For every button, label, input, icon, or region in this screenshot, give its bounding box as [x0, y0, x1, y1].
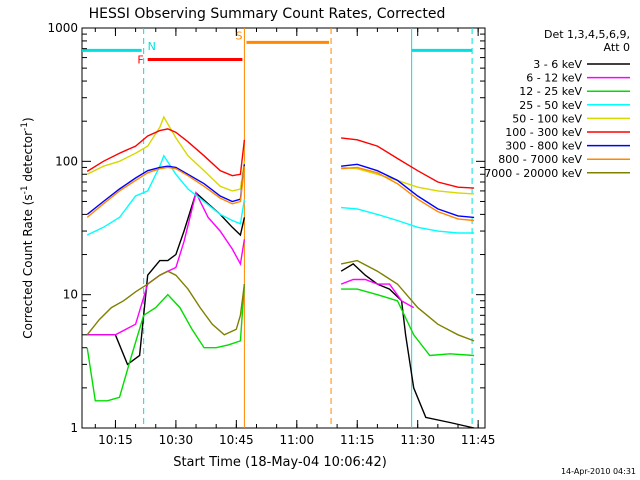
series-line: [86, 270, 246, 336]
y-axis-label-end: ): [21, 117, 35, 122]
x-tick-label: 10:15: [98, 433, 133, 447]
x-tick-label: 11:45: [461, 433, 496, 447]
legend-label: 800 - 7000 keV: [498, 153, 582, 166]
y-axis: 1 10 100 1000: [47, 21, 485, 435]
x-tick-label: 11:15: [340, 433, 375, 447]
series-line: [87, 190, 246, 336]
x-tick-label: 11:00: [280, 433, 315, 447]
y-tick-label: 1: [70, 421, 78, 435]
chart-title: HESSI Observing Summary Count Rates, Cor…: [89, 6, 446, 22]
svg-text:Corrected Count Rate (s-1 dete: Corrected Count Rate (s-1 detector-1): [20, 117, 35, 338]
y-axis-label: Corrected Count Rate (s-1 detector-1): [20, 117, 35, 338]
legend-label: 50 - 100 keV: [512, 112, 582, 125]
series-line: [341, 163, 475, 219]
interval-bars: FS: [82, 29, 473, 67]
x-axis: 10:15 10:30 10:45 11:00 11:15 11:30 11:45: [94, 28, 496, 447]
legend-label: 7000 - 20000 keV: [484, 167, 582, 180]
x-tick-label: 10:30: [159, 433, 194, 447]
legend-label: 100 - 300 keV: [505, 126, 582, 139]
series-line: [86, 164, 246, 215]
series-line: [86, 154, 246, 236]
plot-frame: [81, 27, 486, 429]
y-tick-label: 100: [55, 154, 78, 168]
series-line: [86, 166, 246, 218]
interval-bar-label: F: [137, 54, 143, 67]
x-axis-label: Start Time (18-May-04 10:06:42): [173, 455, 387, 470]
date-stamp: 14-Apr-2010 04:31: [561, 467, 636, 476]
legend-label: 3 - 6 keV: [533, 58, 582, 71]
series-line: [86, 284, 246, 402]
legend-label: 12 - 25 keV: [519, 85, 582, 98]
interval-marker-label: N: [148, 40, 156, 53]
series-line: [86, 128, 246, 177]
y-tick-label: 1000: [47, 21, 78, 35]
y-axis-label-sup: -1: [20, 185, 30, 194]
series-line: [341, 288, 475, 357]
x-tick-label: 10:45: [219, 433, 254, 447]
x-tick-label: 11:30: [400, 433, 435, 447]
y-axis-label-sup-2: -1: [20, 122, 30, 131]
legend-label: 25 - 50 keV: [519, 99, 582, 112]
legend-label: 300 - 800 keV: [505, 140, 582, 153]
interval-markers: N: [143, 28, 473, 428]
legend-title-line1: Det 1,3,4,5,6,9,: [544, 28, 630, 41]
series-line: [341, 166, 475, 195]
y-axis-label-tail: detector: [21, 131, 35, 186]
series-line: [340, 259, 475, 342]
y-axis-label-main: Corrected Count Rate (s: [21, 194, 35, 338]
series-line: [341, 166, 475, 222]
series-line: [86, 115, 246, 192]
y-tick-label: 10: [63, 288, 78, 302]
legend-title-line2: Att 0: [604, 41, 630, 54]
interval-bar-label: S: [235, 29, 242, 42]
series-line: [341, 137, 475, 189]
series-group: [86, 115, 475, 429]
series-line: [340, 278, 415, 309]
series-line: [340, 263, 475, 429]
series-line: [87, 191, 246, 366]
legend-label: 6 - 12 keV: [526, 72, 582, 85]
series-line: [341, 206, 475, 234]
